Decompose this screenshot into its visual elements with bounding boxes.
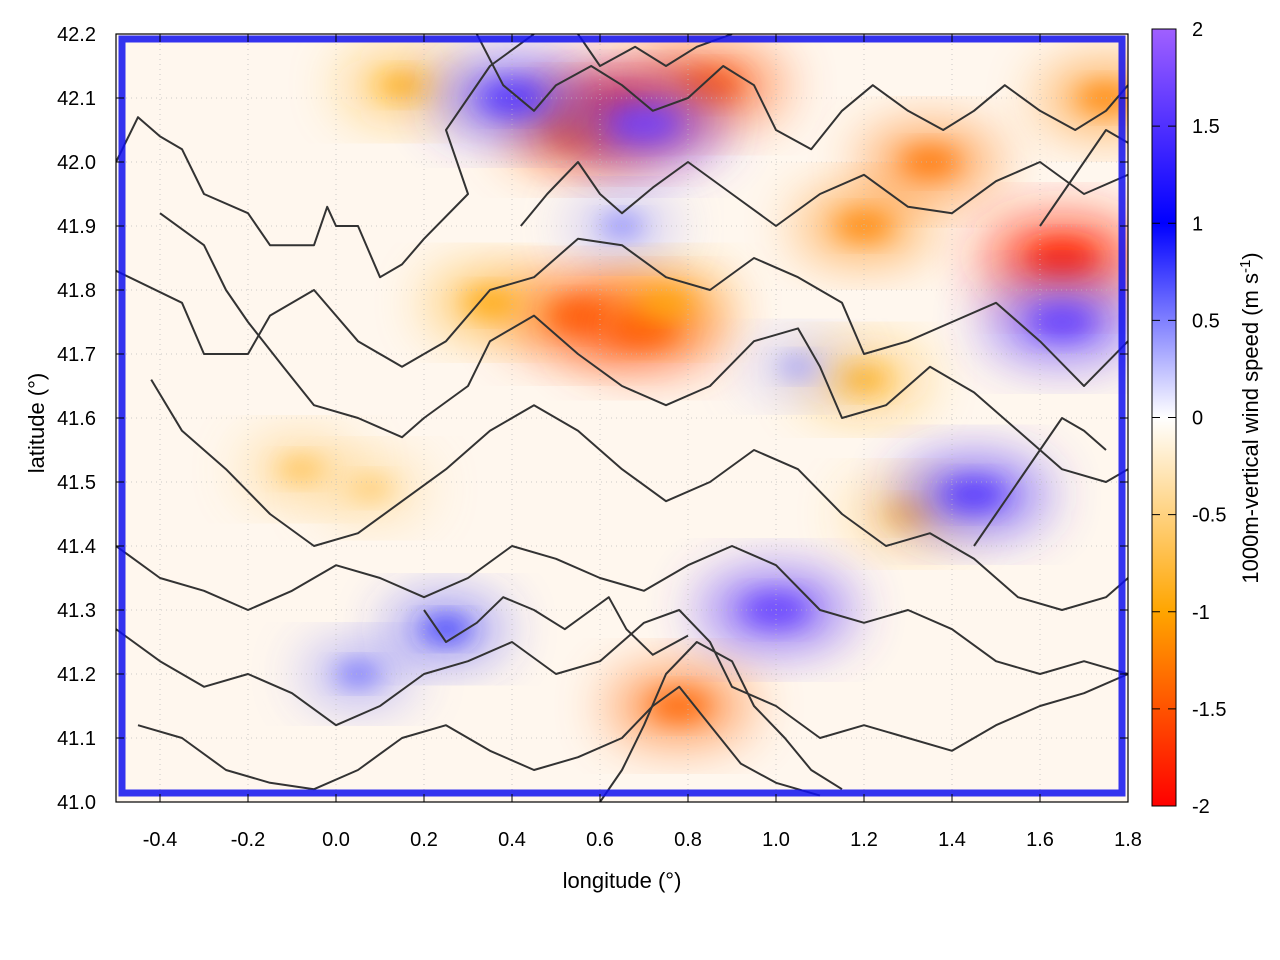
- y-tick-label: 41.5: [57, 472, 96, 494]
- colorbar-tick-label: 1: [1192, 213, 1203, 235]
- contour-line: [116, 34, 535, 279]
- y-tick-label: 41.4: [57, 536, 96, 558]
- contour-line: [116, 545, 1128, 675]
- y-axis-title: latitude (°): [24, 373, 49, 474]
- updraft-core: [336, 663, 380, 685]
- heatmap-field: [245, 50, 1128, 740]
- updraft-core: [943, 479, 1005, 511]
- downdraft-core: [464, 289, 516, 316]
- x-tick-label: -0.4: [143, 829, 177, 851]
- y-axis: 41.0 41.1 41.2 41.3 41.4 41.5 41.6 41.7 41.8 41.9…: [57, 24, 1128, 814]
- contour-line: [973, 417, 1107, 547]
- contour-line: [1039, 129, 1128, 227]
- y-tick-label: 41.8: [57, 280, 96, 302]
- contour-line: [159, 212, 1128, 483]
- updraft-core: [1030, 306, 1094, 338]
- y-tick-label: 42.1: [57, 88, 96, 110]
- contour-line: [599, 641, 843, 802]
- updraft-core: [422, 617, 470, 642]
- colorbar-tick-label: -0.5: [1192, 505, 1226, 527]
- y-tick-label: 41.0: [57, 792, 96, 814]
- downdraft-core: [640, 289, 692, 316]
- y-tick-label: 42.0: [57, 152, 96, 174]
- colorbar-tick-label: 0: [1192, 408, 1203, 430]
- colorbar-tick-label: 1.5: [1192, 116, 1220, 138]
- y-tick-label: 41.9: [57, 216, 96, 238]
- x-tick-label: 1.6: [1026, 829, 1054, 851]
- downdraft-core: [349, 477, 394, 500]
- downdraft-core: [901, 147, 959, 177]
- downdraft-core: [277, 457, 324, 481]
- plot-area: [115, 33, 1129, 803]
- colorbar-tick-label: -1.5: [1192, 699, 1226, 721]
- contour-line: [520, 161, 1128, 227]
- colorbar-title-end: ): [1238, 252, 1263, 259]
- contour-line: [116, 609, 1128, 752]
- y-tick-label: 41.3: [57, 600, 96, 622]
- x-tick-label: -0.2: [231, 829, 265, 851]
- downdraft-core: [1078, 84, 1128, 112]
- contour-line: [137, 685, 821, 797]
- contour-line: [150, 379, 1128, 611]
- colorbar-ticks: 2 1.5 1 0.5 0 -0.5 -1 -1.5 -2: [1152, 19, 1226, 818]
- x-tick-label: 0.4: [498, 829, 526, 851]
- x-tick-label: 1.4: [938, 829, 966, 851]
- x-tick-label: 1.2: [850, 829, 878, 851]
- contour-line: [475, 34, 1128, 151]
- y-tick-label: 41.7: [57, 344, 96, 366]
- x-tick-label: 1.0: [762, 829, 790, 851]
- contour-line: [116, 237, 1128, 387]
- colorbar-title-main: 1000m-vertical wind speed (m s: [1238, 273, 1263, 584]
- x-tick-label: 0.6: [586, 829, 614, 851]
- x-axis-title: longitude (°): [563, 868, 682, 893]
- y-tick-label: 42.2: [57, 24, 96, 46]
- colorbar-tick-label: 0.5: [1192, 310, 1220, 332]
- downdraft-core: [649, 691, 710, 721]
- y-tick-label: 41.2: [57, 664, 96, 686]
- x-axis: -0.4 -0.2 0.0 0.2 0.4 0.6 0.8 1.0 1.2 1.4 1.6 1.8: [143, 34, 1142, 851]
- downdraft-core: [377, 72, 427, 98]
- colorbar-tick-label: -2: [1192, 796, 1210, 818]
- colorbar-tick-label: -1: [1192, 602, 1210, 624]
- contour-line: [577, 34, 733, 67]
- x-tick-label: 0.8: [674, 829, 702, 851]
- colorbar-title: 1000m-vertical wind speed (m s-1): [1237, 252, 1263, 583]
- colorbar-title-superscript: -1: [1237, 260, 1254, 273]
- x-tick-label: 1.8: [1114, 829, 1142, 851]
- y-tick-label: 41.1: [57, 728, 96, 750]
- downdraft-core: [836, 212, 892, 240]
- x-tick-label: 0.0: [322, 829, 350, 851]
- updraft-core: [611, 107, 677, 141]
- y-tick-label: 41.6: [57, 408, 96, 430]
- downdraft-core: [1028, 241, 1096, 275]
- updraft-core: [778, 356, 818, 377]
- contour-lines: [116, 34, 1128, 802]
- x-tick-label: 0.2: [410, 829, 438, 851]
- colorbar-tick-label: 2: [1192, 19, 1203, 41]
- colorbar: 2 1.5 1 0.5 0 -0.5 -1 -1.5 -2 1000m-vertical win…: [1151, 19, 1263, 818]
- domain-boundary: [118, 35, 1126, 797]
- contour-line: [423, 596, 689, 656]
